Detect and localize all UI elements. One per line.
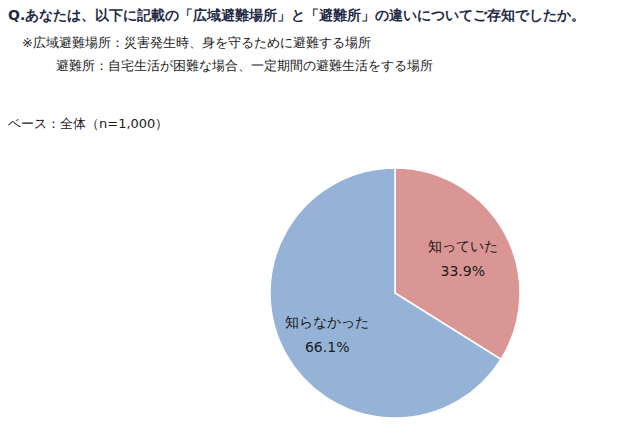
chart-root: Q.あなたは、以下に記載の「広域避難場所」と「避難所」の違いについてご存知でした… xyxy=(0,0,640,432)
labels: 知っていた 33.9% 知らなかった 66.1% xyxy=(285,238,498,354)
pie xyxy=(270,168,520,418)
pie-slice xyxy=(270,168,501,418)
annotation: ※広域避難場所：災害発生時、身を守るために避難する場所 xyxy=(22,35,371,50)
title: Q.あなたは、以下に記載の「広域避難場所」と「避難所」の違いについてご存知でした… xyxy=(8,7,585,23)
data-label: 66.1% xyxy=(305,339,349,355)
annotation: 避難所：自宅生活が困難な場合、一定期間の避難生活をする場所 xyxy=(56,58,433,73)
data-label: 33.9% xyxy=(441,263,485,279)
chart-svg: Q.あなたは、以下に記載の「広域避難場所」と「避難所」の違いについてご存知でした… xyxy=(0,0,640,432)
slice-label: 知らなかった xyxy=(285,314,369,330)
subtitle: ベース：全体（n=1,000） xyxy=(8,116,168,131)
slice-label: 知っていた xyxy=(428,238,498,254)
